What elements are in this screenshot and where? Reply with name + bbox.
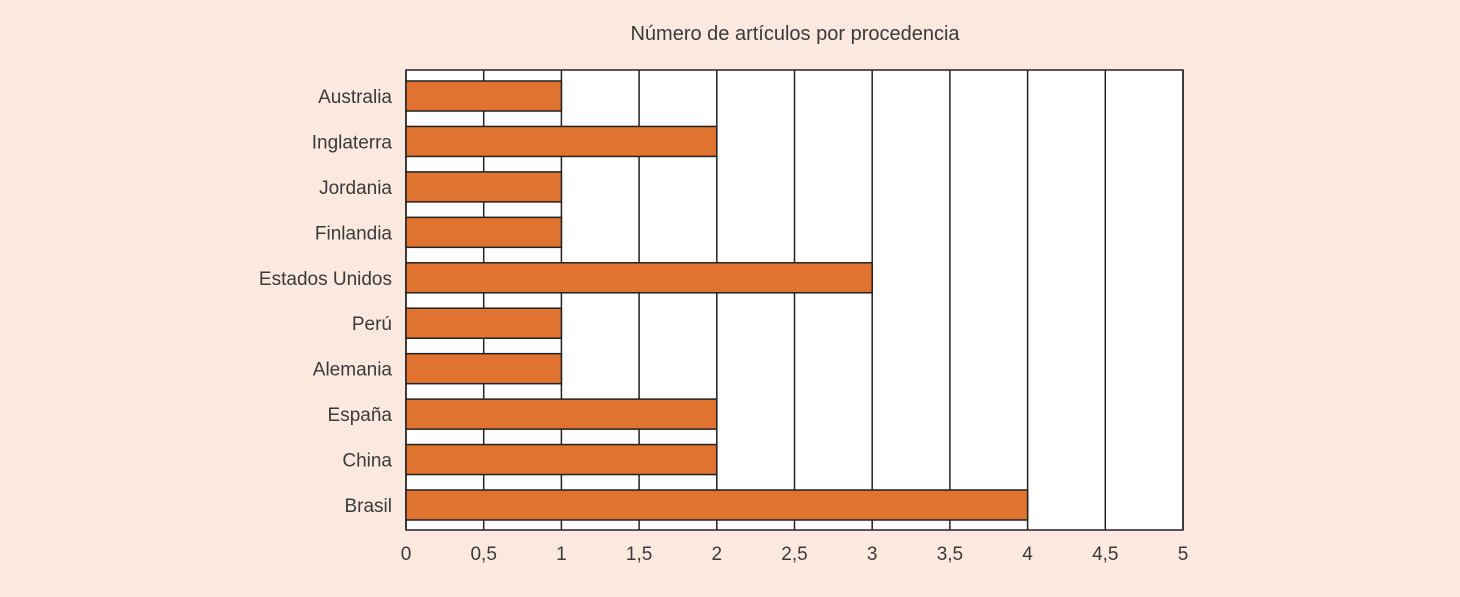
y-category-label: Brasil	[344, 496, 392, 517]
x-tick-label: 5	[1178, 544, 1189, 565]
y-category-label: Finlandia	[315, 223, 393, 244]
y-category-label: Inglaterra	[312, 132, 393, 153]
chart-title: Número de artículos por procedencia	[630, 23, 960, 45]
y-category-label: España	[328, 405, 393, 426]
bar-estados-unidos	[405, 262, 873, 294]
x-tick-label: 4,5	[1092, 544, 1118, 565]
x-tick-label: 1,5	[626, 544, 652, 565]
bar-brasil	[405, 489, 1029, 521]
bar-australia	[405, 80, 563, 112]
bar-jordania	[405, 171, 563, 203]
bar-alemania	[405, 352, 563, 385]
bar-perú	[405, 307, 563, 339]
y-category-label: Jordania	[319, 178, 392, 199]
y-category-label: China	[342, 451, 392, 472]
x-tick-label: 0	[401, 544, 412, 565]
bar-china	[405, 443, 718, 476]
x-tick-label: 3,5	[937, 544, 963, 565]
x-tick-label: 0,5	[470, 544, 496, 565]
x-tick-label: 2	[712, 544, 723, 565]
bar-españa	[405, 398, 718, 430]
y-category-label: Australia	[318, 87, 392, 108]
y-category-label: Alemania	[313, 360, 393, 381]
y-category-label: Estados Unidos	[259, 269, 392, 290]
x-tick-label: 2,5	[781, 544, 807, 565]
x-tick-label: 4	[1022, 544, 1033, 565]
bar-inglaterra	[405, 125, 718, 158]
x-tick-label: 3	[867, 544, 878, 565]
y-category-label: Perú	[352, 314, 392, 335]
x-tick-label: 1	[556, 544, 567, 565]
bar-finlandia	[405, 216, 563, 249]
